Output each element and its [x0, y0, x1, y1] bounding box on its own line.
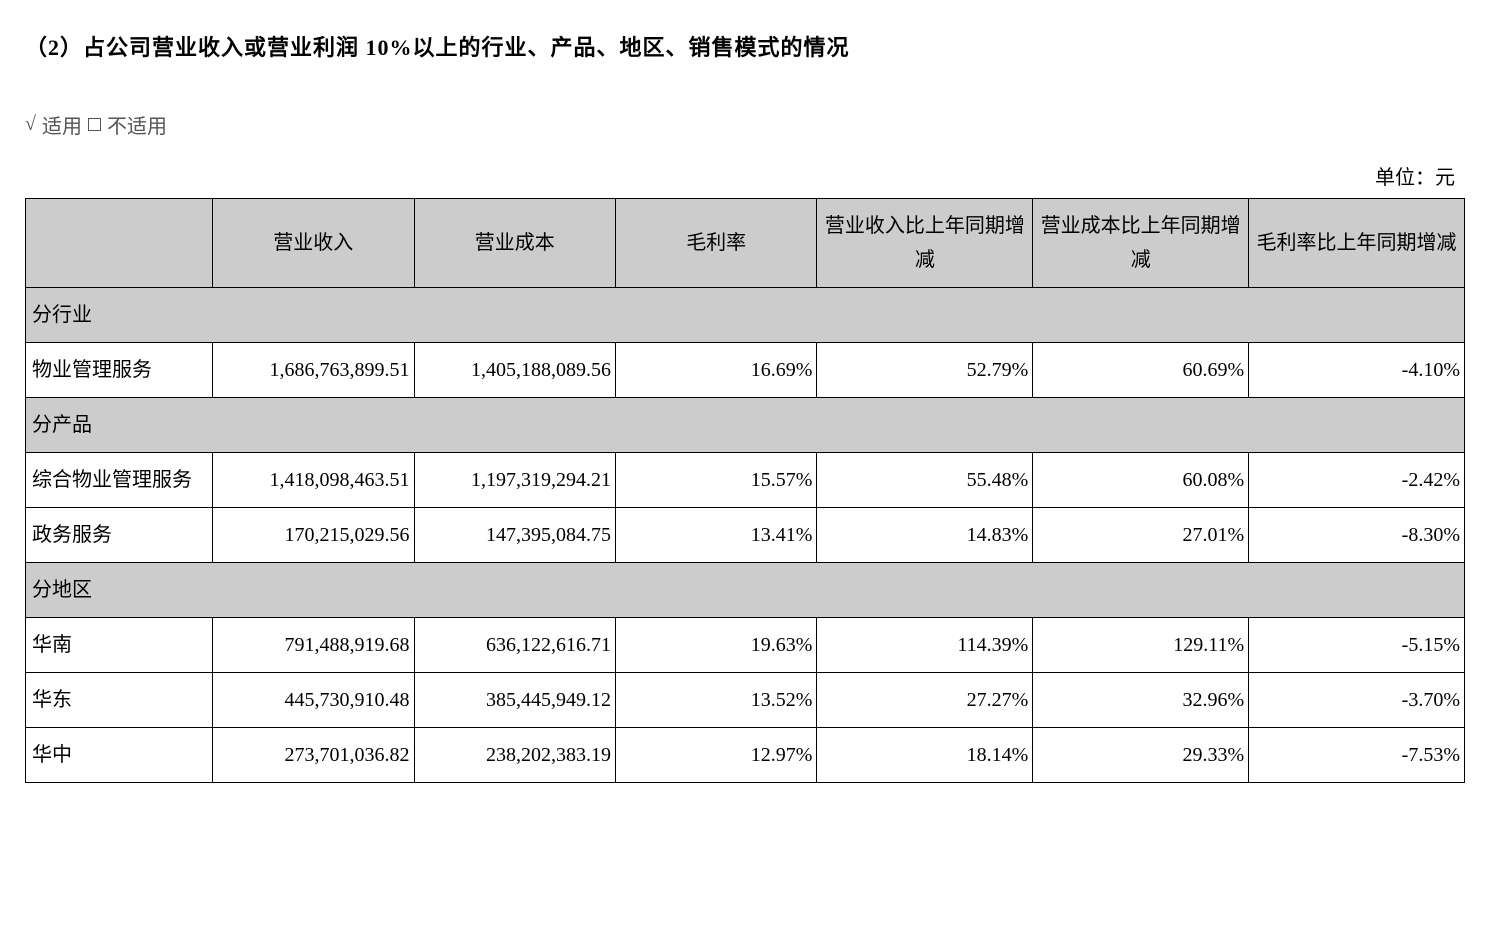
col-header-cost: 营业成本 — [414, 199, 615, 288]
cell-value: 13.52% — [615, 673, 816, 728]
cell-value: 60.69% — [1033, 343, 1249, 398]
cell-value: 13.41% — [615, 508, 816, 563]
section-heading: （2）占公司营业收入或营业利润 10%以上的行业、产品、地区、销售模式的情况 — [25, 30, 1465, 62]
row-name: 物业管理服务 — [26, 343, 213, 398]
table-row: 华东445,730,910.48385,445,949.1213.52%27.2… — [26, 673, 1465, 728]
row-name: 华南 — [26, 618, 213, 673]
cell-value: 27.01% — [1033, 508, 1249, 563]
section-row: 分产品 — [26, 398, 1465, 453]
cell-value: 12.97% — [615, 728, 816, 783]
col-header-revenue-change: 营业收入比上年同期增减 — [817, 199, 1033, 288]
col-header-gross-margin: 毛利率 — [615, 199, 816, 288]
cell-value: 52.79% — [817, 343, 1033, 398]
table-header-row: 营业收入 营业成本 毛利率 营业收入比上年同期增减 营业成本比上年同期增减 毛利… — [26, 199, 1465, 288]
unit-label: 单位：元 — [25, 161, 1465, 190]
cell-value: 60.08% — [1033, 453, 1249, 508]
cell-value: 170,215,029.56 — [213, 508, 414, 563]
section-row: 分地区 — [26, 563, 1465, 618]
col-header-revenue: 营业收入 — [213, 199, 414, 288]
cell-value: 147,395,084.75 — [414, 508, 615, 563]
table-body: 分行业物业管理服务1,686,763,899.511,405,188,089.5… — [26, 288, 1465, 783]
col-header-blank — [26, 199, 213, 288]
unchecked-box-icon — [88, 118, 101, 131]
row-name: 华中 — [26, 728, 213, 783]
cell-value: 19.63% — [615, 618, 816, 673]
row-name: 综合物业管理服务 — [26, 453, 213, 508]
cell-value: 1,686,763,899.51 — [213, 343, 414, 398]
cell-value: 238,202,383.19 — [414, 728, 615, 783]
cell-value: 1,405,188,089.56 — [414, 343, 615, 398]
cell-value: 29.33% — [1033, 728, 1249, 783]
section-label: 分行业 — [26, 288, 1465, 343]
cell-value: 1,197,319,294.21 — [414, 453, 615, 508]
row-name: 华东 — [26, 673, 213, 728]
cell-value: 636,122,616.71 — [414, 618, 615, 673]
check-mark: √ — [25, 113, 36, 136]
table-row: 华南791,488,919.68636,122,616.7119.63%114.… — [26, 618, 1465, 673]
cell-value: 1,418,098,463.51 — [213, 453, 414, 508]
financial-breakdown-table: 营业收入 营业成本 毛利率 营业收入比上年同期增减 营业成本比上年同期增减 毛利… — [25, 198, 1465, 783]
cell-value: -4.10% — [1249, 343, 1465, 398]
table-row: 华中273,701,036.82238,202,383.1912.97%18.1… — [26, 728, 1465, 783]
col-header-cost-change: 营业成本比上年同期增减 — [1033, 199, 1249, 288]
table-row: 政务服务170,215,029.56147,395,084.7513.41%14… — [26, 508, 1465, 563]
cell-value: 114.39% — [817, 618, 1033, 673]
cell-value: 273,701,036.82 — [213, 728, 414, 783]
cell-value: -2.42% — [1249, 453, 1465, 508]
section-label: 分地区 — [26, 563, 1465, 618]
not-applicable-label: 不适用 — [107, 110, 167, 139]
col-header-margin-change: 毛利率比上年同期增减 — [1249, 199, 1465, 288]
cell-value: 32.96% — [1033, 673, 1249, 728]
applicability-row: √ 适用 不适用 — [25, 110, 1465, 139]
cell-value: 55.48% — [817, 453, 1033, 508]
table-row: 综合物业管理服务1,418,098,463.511,197,319,294.21… — [26, 453, 1465, 508]
cell-value: 18.14% — [817, 728, 1033, 783]
cell-value: 385,445,949.12 — [414, 673, 615, 728]
cell-value: 129.11% — [1033, 618, 1249, 673]
cell-value: 15.57% — [615, 453, 816, 508]
row-name: 政务服务 — [26, 508, 213, 563]
table-row: 物业管理服务1,686,763,899.511,405,188,089.5616… — [26, 343, 1465, 398]
cell-value: -3.70% — [1249, 673, 1465, 728]
cell-value: 791,488,919.68 — [213, 618, 414, 673]
cell-value: -7.53% — [1249, 728, 1465, 783]
cell-value: -5.15% — [1249, 618, 1465, 673]
cell-value: 16.69% — [615, 343, 816, 398]
cell-value: -8.30% — [1249, 508, 1465, 563]
cell-value: 14.83% — [817, 508, 1033, 563]
cell-value: 27.27% — [817, 673, 1033, 728]
section-row: 分行业 — [26, 288, 1465, 343]
applicable-label: 适用 — [42, 110, 82, 139]
cell-value: 445,730,910.48 — [213, 673, 414, 728]
section-label: 分产品 — [26, 398, 1465, 453]
